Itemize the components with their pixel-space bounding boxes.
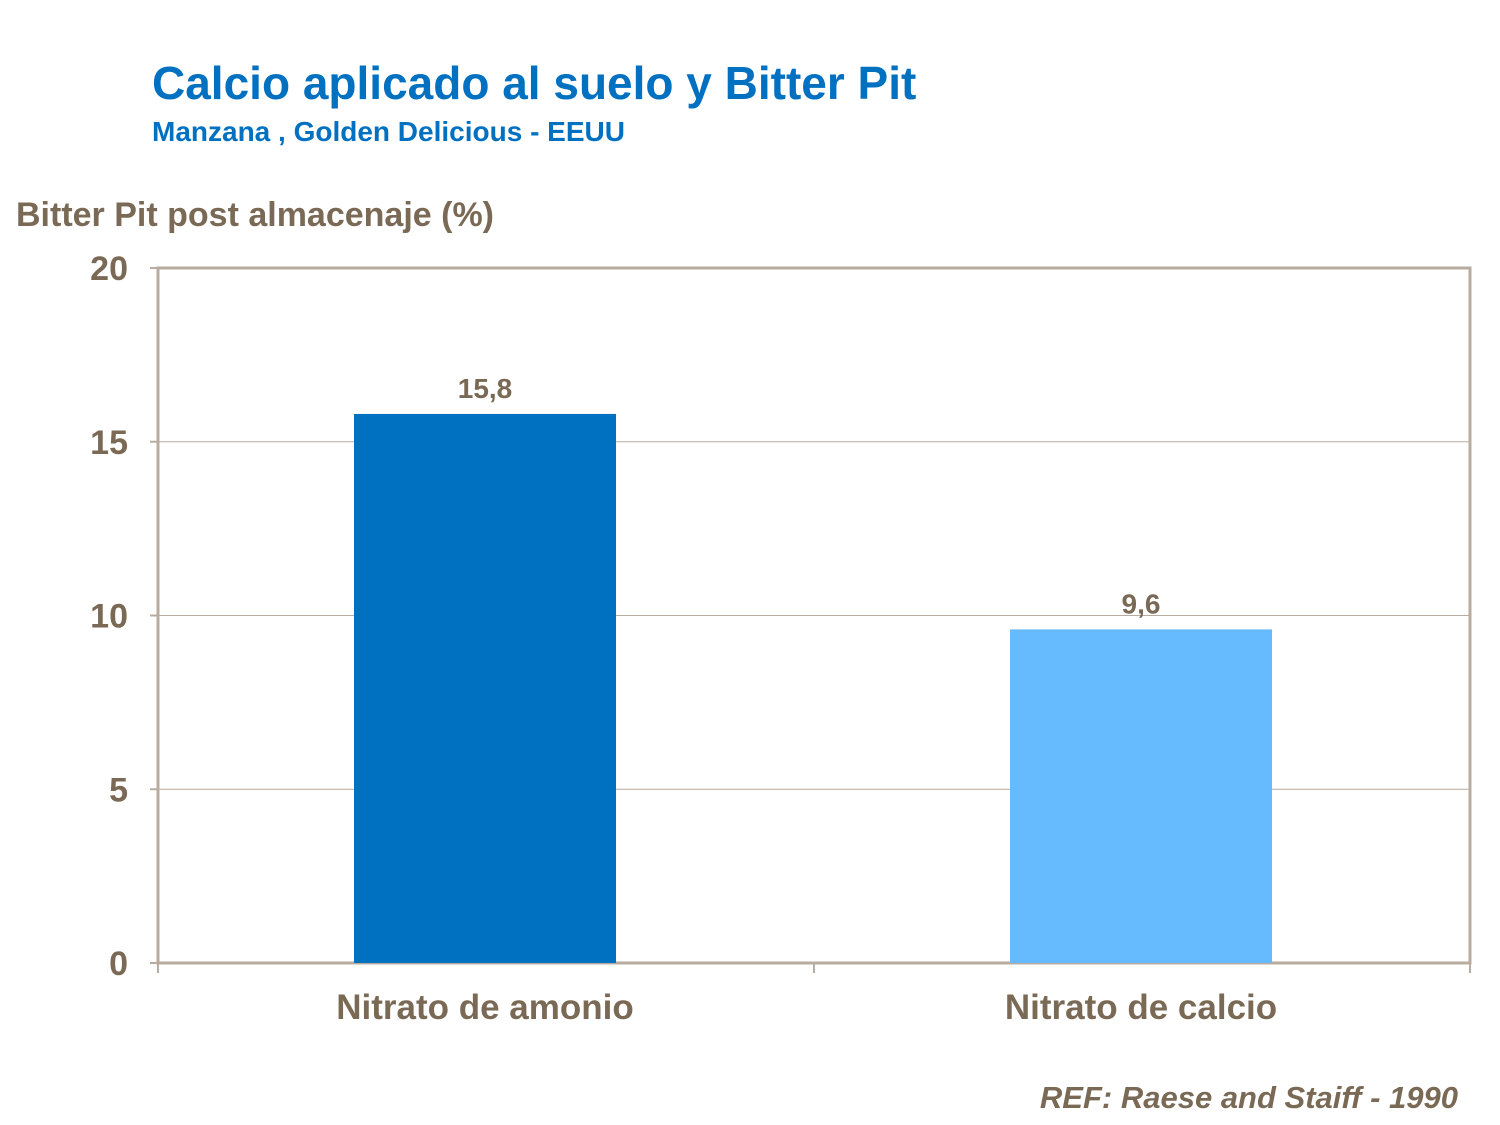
x-tick-label: Nitrato de calcio [1005,988,1277,1027]
x-tick-label: Nitrato de amonio [336,988,634,1027]
y-tick-label: 10 [90,598,128,636]
y-tick-label: 0 [109,945,128,983]
chart-title: Calcio aplicado al suelo y Bitter Pit [152,57,917,109]
y-axis-label: Bitter Pit post almacenaje (%) [16,196,495,234]
y-tick-label: 5 [109,771,128,809]
reference-note: REF: Raese and Staiff - 1990 [1039,1080,1458,1115]
data-label: 9,6 [1122,588,1161,619]
chart-subtitle: Manzana , Golden Delicious - EEUU [152,116,625,147]
y-tick-label: 20 [90,250,128,288]
data-label: 15,8 [458,373,513,404]
y-tick-label: 15 [90,424,128,462]
bar [1010,629,1272,963]
bar [354,413,616,963]
